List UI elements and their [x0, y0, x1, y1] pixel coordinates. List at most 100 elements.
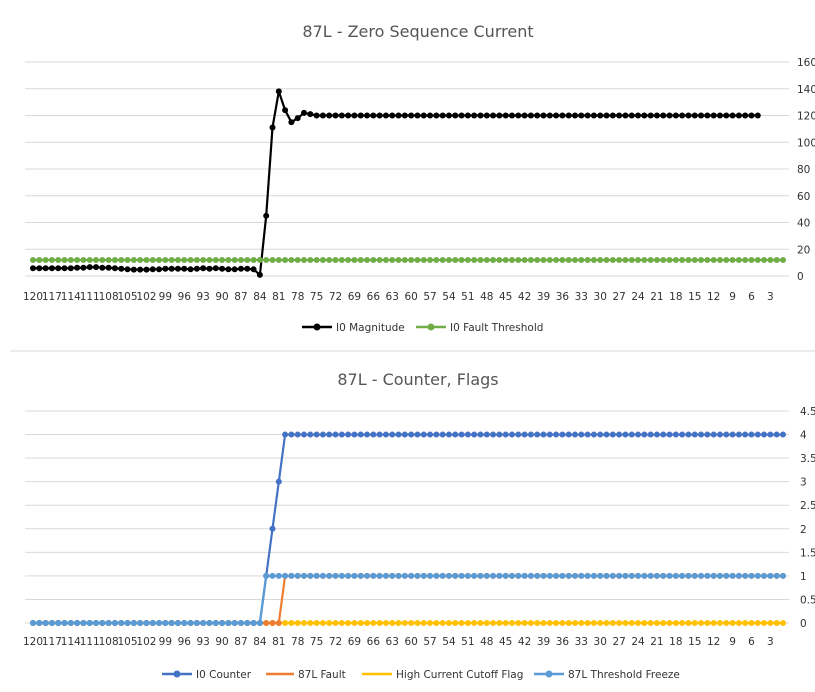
- c1-data-point: [553, 256, 560, 263]
- c1-data-point: [553, 112, 560, 119]
- c1-x-tick-label: 57: [423, 291, 436, 303]
- c2-data-point: [36, 620, 43, 626]
- c2-data-point: [496, 572, 503, 579]
- c1-data-point: [130, 256, 137, 263]
- c2-data-point: [408, 572, 415, 579]
- c2-data-point: [483, 620, 490, 626]
- c1-x-tick-label: 81: [272, 291, 285, 303]
- c2-data-point: [124, 620, 131, 626]
- c1-data-point: [483, 256, 490, 263]
- zero-sequence-current-chart: 87L - Zero Sequence Current 0 20 40 60 80 100…: [23, 22, 815, 334]
- c2-data-point: [666, 620, 673, 626]
- c1-data-point: [761, 256, 768, 263]
- c1-data-point: [42, 265, 49, 272]
- c2-data-point: [427, 620, 434, 626]
- c1-data-point: [30, 265, 36, 272]
- c2-data-point: [508, 572, 515, 579]
- legend-label-87l-fault: 87L Fault: [298, 669, 346, 681]
- c2-data-point: [723, 572, 730, 579]
- c2-data-point: [420, 620, 427, 626]
- c2-data-point: [338, 620, 345, 626]
- c1-data-point: [36, 265, 43, 272]
- c1-data-point: [74, 256, 81, 263]
- c2-data-point: [288, 572, 295, 579]
- c1-data-point: [735, 256, 742, 263]
- c1-data-point: [282, 256, 289, 263]
- c2-y-tick-label: 4: [800, 430, 807, 442]
- c2-x-tick-label: 72: [329, 636, 342, 648]
- c1-data-point: [439, 112, 446, 119]
- c2-data-point: [351, 620, 358, 626]
- c2-data-point: [445, 620, 452, 626]
- c2-data-point: [48, 620, 55, 626]
- c2-data-point: [433, 431, 440, 438]
- c2-x-tick-label: 42: [518, 636, 531, 648]
- c2-data-point: [521, 620, 528, 626]
- c2-data-point: [332, 620, 339, 626]
- c2-data-point: [219, 620, 226, 626]
- c2-data-point: [780, 572, 786, 579]
- c1-series-1: [30, 256, 786, 263]
- c2-data-point: [527, 572, 534, 579]
- c2-data-point: [452, 572, 459, 579]
- c1-data-point: [30, 256, 36, 263]
- c1-x-tick-label: 63: [386, 291, 399, 303]
- c1-data-point: [490, 112, 497, 119]
- c1-data-point: [401, 256, 408, 263]
- c1-y-tick-label: 120: [797, 111, 815, 123]
- c1-data-point: [679, 112, 686, 119]
- c2-data-point: [269, 620, 276, 626]
- c2-data-point: [67, 620, 74, 626]
- c1-data-point: [231, 266, 238, 273]
- c1-data-point: [168, 256, 175, 263]
- chart2-title: 87L - Counter, Flags: [337, 370, 498, 389]
- c2-data-point: [389, 431, 396, 438]
- c1-data-point: [206, 256, 213, 263]
- c2-data-point: [622, 572, 629, 579]
- c2-data-point: [332, 572, 339, 579]
- c1-data-point: [263, 256, 270, 263]
- c1-data-point: [597, 256, 604, 263]
- c2-data-point: [773, 572, 780, 579]
- c2-data-point: [420, 572, 427, 579]
- c1-x-tick-label: 114: [61, 291, 81, 303]
- c1-x-tick-label: 87: [234, 291, 247, 303]
- c1-x-tick-label: 18: [669, 291, 682, 303]
- c1-data-point: [565, 256, 572, 263]
- c1-y-tick-label: 40: [797, 218, 810, 230]
- c2-data-point: [590, 431, 597, 438]
- c2-x-tick-label: 96: [178, 636, 192, 648]
- c1-data-point: [143, 266, 150, 273]
- c1-data-point: [445, 112, 452, 119]
- c2-data-point: [414, 620, 421, 626]
- c2-data-point: [111, 620, 118, 626]
- c2-data-point: [616, 620, 623, 626]
- c2-x-tick-label: 90: [215, 636, 228, 648]
- c1-data-point: [534, 256, 541, 263]
- c2-data-point: [187, 620, 194, 626]
- c2-data-point: [433, 572, 440, 579]
- c2-x-tick-label: 12: [707, 636, 720, 648]
- legend-item-i0-magnitude: I0 Magnitude: [302, 322, 405, 334]
- c1-x-tick-label: 42: [518, 291, 531, 303]
- c2-data-point: [269, 572, 276, 579]
- c2-data-point: [628, 620, 635, 626]
- c1-data-point: [698, 256, 705, 263]
- c1-data-point: [105, 264, 112, 271]
- c2-x-tick-label: 99: [159, 636, 172, 648]
- c2-data-point: [521, 431, 528, 438]
- c2-data-point: [93, 620, 100, 626]
- c1-data-point: [345, 256, 352, 263]
- c1-data-point: [301, 256, 308, 263]
- c2-x-tick-label: 30: [594, 636, 607, 648]
- c1-data-point: [149, 256, 156, 263]
- c2-data-point: [546, 431, 553, 438]
- c2-data-point: [338, 431, 345, 438]
- c1-data-point: [578, 256, 585, 263]
- c2-x-tick-label: 117: [42, 636, 62, 648]
- c1-data-point: [584, 256, 591, 263]
- c2-data-point: [326, 572, 333, 579]
- c1-data-point: [603, 112, 610, 119]
- c2-data-point: [748, 431, 755, 438]
